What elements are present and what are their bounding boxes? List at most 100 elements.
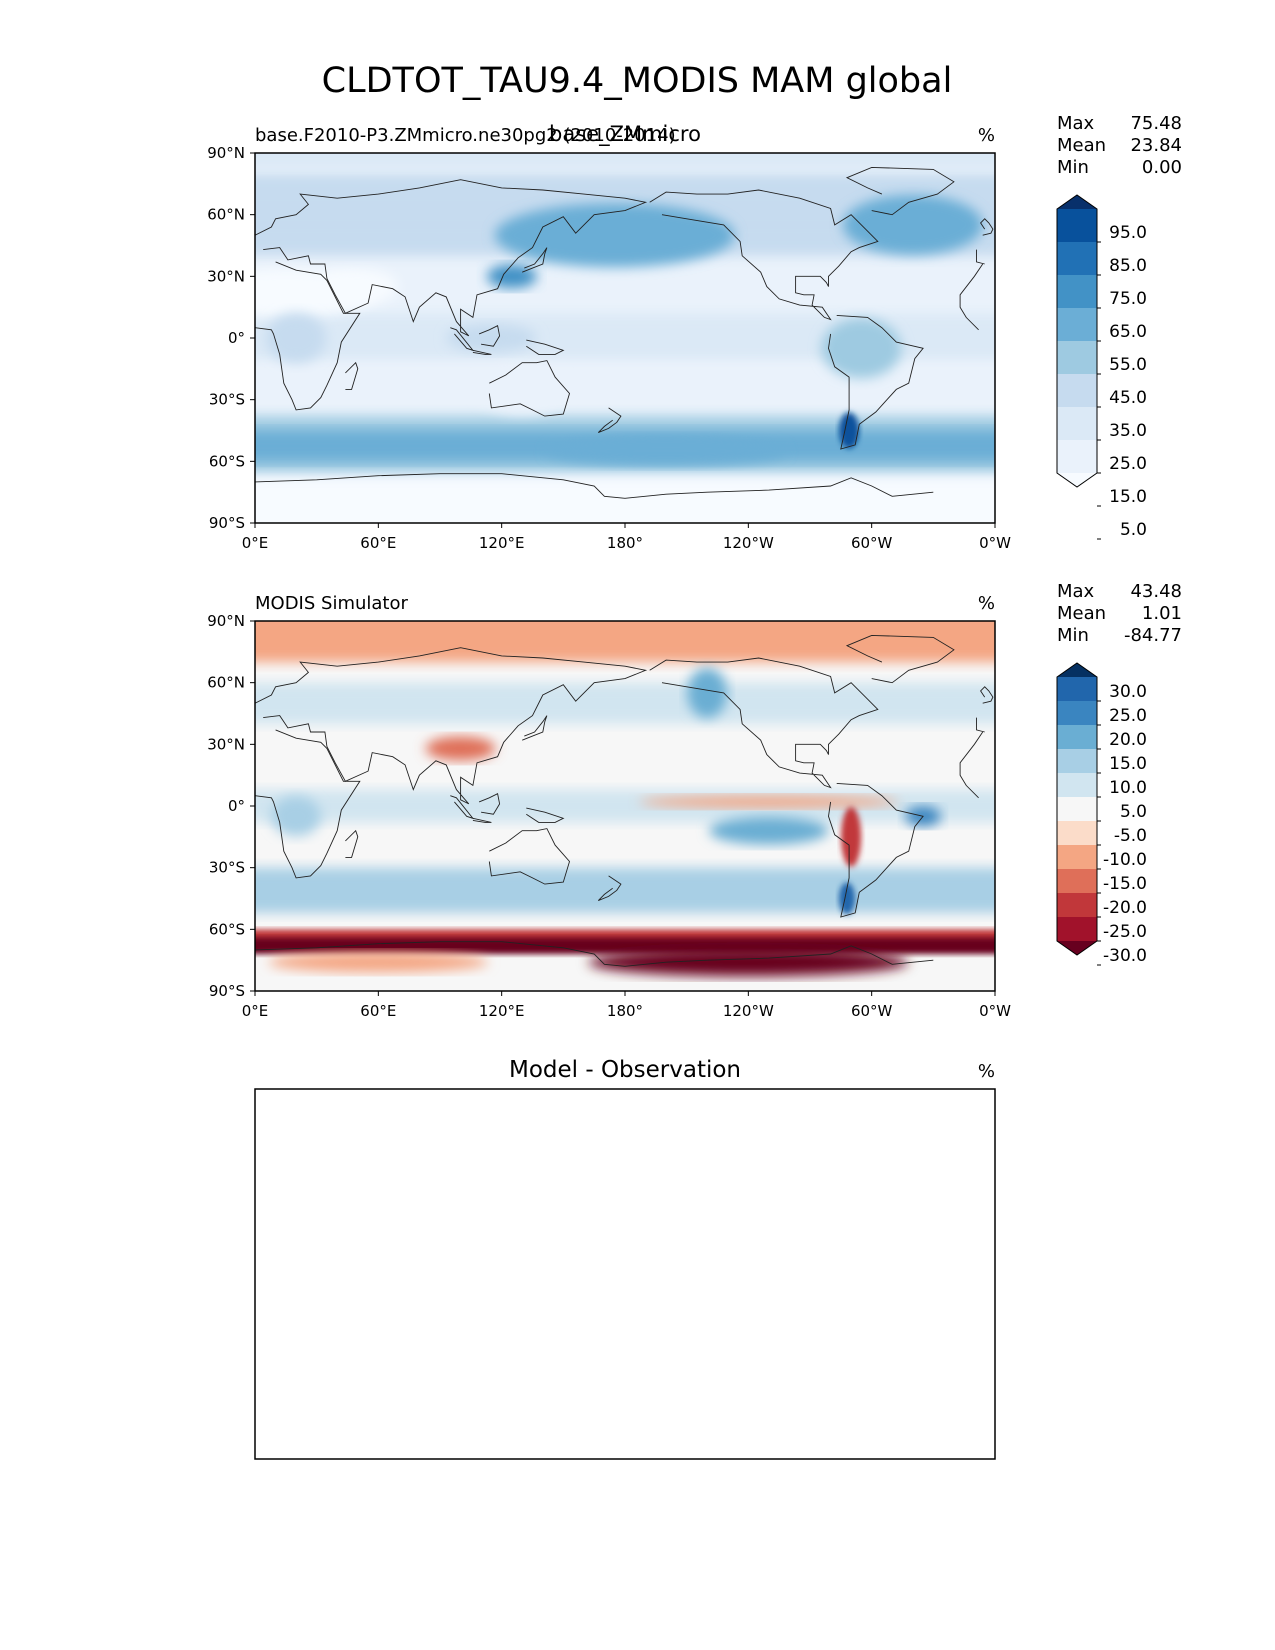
y-tick-label: 0°: [228, 797, 245, 815]
colorbar-extend-bottom: [1057, 473, 1097, 487]
colorbar: 30.0 25.0 20.0 15.0 10.0 5.0 -5.0 -10.0 -15.0 -20…: [1056, 662, 1147, 966]
y-tick-label: 60°S: [209, 920, 245, 938]
x-tick-label: 60°E: [360, 1002, 396, 1020]
coastline: [597, 407, 622, 434]
y-axis: 90°N 60°N 30°N 0° 30°S 60°S 90°S: [207, 612, 255, 1000]
colorbar-segment: [1057, 869, 1097, 894]
colorbar-label: -15.0: [1103, 874, 1147, 894]
coastline: [255, 729, 984, 879]
field-patch-arabia: [317, 268, 398, 305]
x-tick-label: 120°E: [479, 1002, 525, 1020]
stats-block: Max 75.48 Mean 23.84 Min 0.00: [1057, 113, 1182, 178]
x-tick-label: 60°W: [851, 534, 893, 552]
x-tick-label: 120°W: [723, 534, 774, 552]
coastline: [255, 473, 934, 499]
colorbar-segment: [1057, 701, 1097, 726]
colorbar-label: 75.0: [1109, 289, 1147, 309]
coastline: [255, 647, 985, 805]
coastline: [597, 875, 622, 902]
colorbar-segment: [1057, 821, 1097, 846]
field-band-subtropics-s: [255, 362, 995, 404]
colorbar-label: 65.0: [1109, 322, 1147, 342]
colorbar-label: 20.0: [1109, 730, 1147, 750]
coastline: [478, 325, 501, 347]
field-band-north-mid: [255, 682, 995, 724]
y-tick-label: 30°S: [209, 859, 245, 877]
stat-value: 75.48: [1130, 113, 1182, 134]
panel-1: base_ZMmicro base.F2010-P3.ZMmicro.ne30p…: [207, 113, 1182, 552]
x-tick-label: 60°W: [851, 1002, 893, 1020]
coastline: [488, 828, 571, 885]
colorbar-segment: [1057, 407, 1097, 441]
colorbar-extend-bottom: [1057, 941, 1097, 955]
coastline: [526, 339, 565, 355]
colorbar-label: 5.0: [1120, 520, 1147, 540]
x-tick-label: 180°: [607, 1002, 643, 1020]
field-patch-itcz-red: [638, 795, 899, 808]
colorbar-label: 95.0: [1109, 223, 1147, 243]
colorbar-segment: [1057, 374, 1097, 408]
x-tick-label: 180°: [607, 534, 643, 552]
field-band-arctic: [255, 153, 995, 170]
colorbar-label: 10.0: [1109, 778, 1147, 798]
x-tick-label: 60°E: [360, 534, 396, 552]
coastline: [255, 261, 984, 411]
stat-label: Max: [1057, 113, 1095, 134]
map-area: [255, 153, 995, 523]
stat-value: 0.00: [1142, 157, 1182, 178]
y-axis: 90°N 60°N 30°N 0° 30°S 60°S 90°S: [207, 144, 255, 532]
x-tick-label: 120°E: [479, 534, 525, 552]
field-patch-north-atlantic: [842, 194, 983, 255]
colorbar-label: 55.0: [1109, 355, 1147, 375]
y-tick-label: 30°N: [207, 267, 245, 285]
x-tick-label: 0°W: [979, 534, 1011, 552]
panel-title: base_ZMmicro: [549, 122, 701, 147]
coastline: [980, 218, 994, 236]
y-tick-label: 60°N: [207, 674, 245, 692]
x-tick-label: 0°W: [979, 1002, 1011, 1020]
map-frame: [254, 1088, 996, 1460]
field-patch-congo: [266, 313, 327, 363]
colorbar-label: -30.0: [1103, 946, 1147, 966]
coastline: [526, 807, 565, 823]
field-patch-andes-red: [841, 806, 862, 867]
y-tick-label: 90°N: [207, 144, 245, 162]
field-patch-east-asia: [486, 264, 537, 289]
field-band-tropics: [255, 789, 995, 823]
colorbar-label: 85.0: [1109, 256, 1147, 276]
colorbar-segment: [1057, 275, 1097, 309]
colorbar: 95.0 85.0 75.0 65.0 55.0 45.0 35.0 25.0 15.0 5.0: [1056, 194, 1147, 540]
colorbar-segment: [1057, 749, 1097, 774]
y-tick-label: 90°S: [209, 514, 245, 532]
unit-label: %: [978, 1061, 995, 1082]
colorbar-segment: [1057, 341, 1097, 375]
y-tick-label: 30°S: [209, 391, 245, 409]
stat-value: -84.77: [1124, 625, 1182, 646]
coastline: [649, 189, 879, 321]
colorbar-label: 15.0: [1109, 487, 1147, 507]
x-tick-label: 0°E: [242, 534, 269, 552]
colorbar-label: 35.0: [1109, 421, 1147, 441]
coastline: [488, 360, 571, 417]
y-tick-label: 30°N: [207, 735, 245, 753]
colorbar-segment: [1057, 242, 1097, 276]
colorbar-label: 45.0: [1109, 388, 1147, 408]
colorbar-segment: [1057, 209, 1097, 243]
colorbar-segment: [1057, 797, 1097, 822]
coastline: [450, 795, 475, 820]
field-patch-maritime-continent: [446, 324, 537, 352]
stat-label: Mean: [1057, 603, 1106, 624]
panel-2: MODIS Simulator % 90°N 60°N 30°N 0° 30°S 60°S…: [207, 581, 1182, 1020]
field-patch-north-pacific: [494, 203, 735, 268]
panel-3: Model - Observation %: [254, 1057, 996, 1460]
stat-label: Mean: [1057, 135, 1106, 156]
coastline: [478, 793, 501, 815]
coastline: [828, 314, 924, 450]
map-area: [255, 621, 995, 991]
colorbar-extend-top: [1057, 663, 1097, 677]
colorbar-segment: [1057, 677, 1097, 702]
field-patch-antarctic-dark: [588, 948, 909, 977]
unit-label: %: [978, 593, 995, 614]
field-patch-australia: [477, 364, 568, 415]
